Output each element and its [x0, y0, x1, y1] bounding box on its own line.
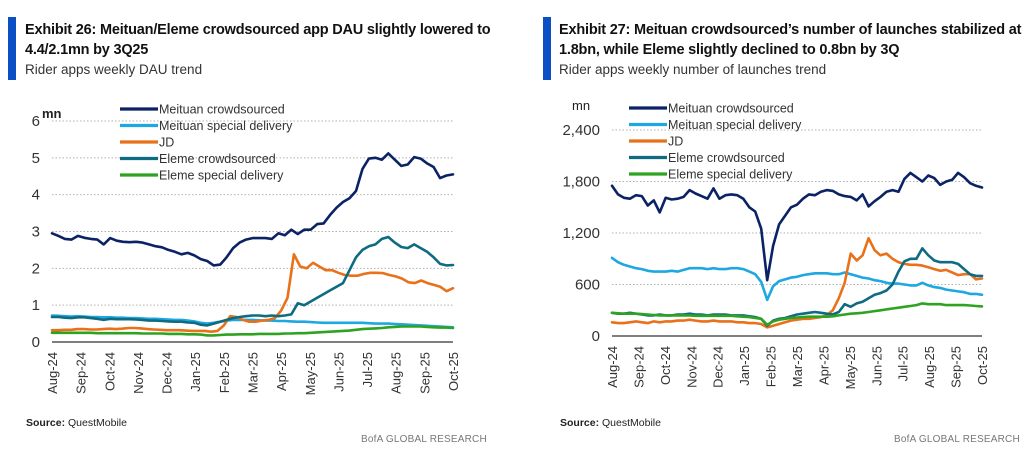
source-value: QuestMobile [602, 417, 661, 429]
x-tick-label: Jun-25 [869, 346, 884, 386]
title-line-2: 1.8bn, while Eleme slightly declined to … [559, 42, 900, 58]
x-tick-label: May-25 [303, 352, 318, 395]
dau-line-chart: 0 1 2 3 4 5 6 mn Aug-24 Sep-24 Oct-24 Nov-24 Dec-24 J… [32, 103, 461, 396]
title-line-2: 4.4/2.1mn by 3Q25 [25, 42, 149, 58]
y-tick-label: 0 [592, 328, 600, 345]
x-tick-label: Sep-25 [417, 352, 432, 394]
series-line-meituan-crowdsourced [610, 171, 984, 282]
series-line-meituan-special [610, 256, 984, 302]
chart-legend: Meituan crowdsourced Meituan special deli… [120, 103, 293, 183]
x-tick-label: Nov-24 [684, 346, 699, 388]
y-tick-label: 5 [32, 150, 40, 167]
y-tick-label: 1,200 [562, 225, 600, 242]
brand-footer: BofA GLOBAL RESEARCH [361, 434, 487, 445]
exhibit-subtitle: Rider apps weekly number of launches tre… [559, 62, 827, 77]
x-tick-label: Feb-25 [217, 352, 232, 393]
y-tick-label: 2,400 [562, 122, 600, 139]
title-line-1: Exhibit 27: Meituan crowdsourced’s numbe… [559, 22, 1022, 38]
brand-footer: BofA GLOBAL RESEARCH [894, 434, 1020, 445]
x-tick-label: Sep-24 [74, 352, 89, 394]
legend-label: Meituan crowdsourced [668, 102, 794, 116]
source-value: QuestMobile [68, 417, 127, 429]
source-label: Source: [560, 417, 600, 429]
x-tick-label: Jan-25 [737, 346, 752, 386]
x-tick-label: Dec-24 [160, 352, 175, 394]
y-tick-label: 4 [32, 187, 40, 204]
exhibit-subtitle: Rider apps weekly DAU trend [25, 62, 203, 77]
title-line-1: Exhibit 26: Meituan/Eleme crowdsourced a… [25, 22, 491, 38]
legend-label: Eleme special delivery [668, 168, 793, 182]
x-tick-label: May-25 [843, 346, 858, 389]
exhibit-title: Exhibit 26: Meituan/Eleme crowdsourced a… [25, 20, 491, 60]
x-tick-label: Oct-25 [975, 346, 990, 385]
x-tick-label: Aug-24 [605, 346, 620, 388]
y-tick-label: 6 [32, 113, 40, 130]
legend-label: JD [668, 135, 683, 149]
legend-label: Eleme crowdsourced [668, 151, 785, 165]
x-tick-label: Jul-25 [896, 346, 911, 381]
chart-legend: Meituan crowdsourced Meituan special deli… [629, 102, 802, 182]
title-accent-bar [8, 17, 16, 80]
x-tick-label: Jun-25 [331, 352, 346, 392]
y-axis-unit-label: mn [42, 106, 62, 121]
x-tick-label: Jan-25 [188, 352, 203, 392]
series-line-eleme-special [50, 325, 455, 337]
series-line-eleme-crowdsourced [50, 235, 455, 327]
series-line-jd [50, 253, 455, 334]
y-tick-label: 3 [32, 224, 40, 241]
source-label: Source: [26, 417, 66, 429]
x-tick-label: Dec-24 [711, 346, 726, 388]
series-line-meituan-special [50, 314, 455, 329]
x-tick-label: Mar-25 [246, 352, 261, 393]
x-tick-label: Jul-25 [360, 352, 375, 387]
legend-label: Eleme special delivery [159, 169, 284, 183]
x-tick-label: Oct-24 [102, 352, 117, 391]
y-tick-label: 2 [32, 260, 40, 277]
x-tick-label: Mar-25 [790, 346, 805, 387]
x-tick-label: Aug-25 [922, 346, 937, 388]
source-note: Source: QuestMobile [560, 417, 661, 429]
series-line-eleme-special [610, 302, 984, 327]
x-tick-label: Apr-25 [274, 352, 289, 391]
legend-label: Meituan special delivery [159, 119, 293, 133]
y-tick-label: 1 [32, 297, 40, 314]
y-axis-unit-label: mn [572, 98, 590, 113]
x-tick-label: Oct-24 [658, 346, 673, 385]
series-line-meituan-crowdsourced [50, 152, 455, 267]
exhibit-27: Exhibit 27: Meituan crowdsourced’s numbe… [512, 0, 1024, 463]
legend-label: Eleme crowdsourced [159, 152, 276, 166]
x-tick-label: Apr-25 [816, 346, 831, 385]
legend-label: Meituan crowdsourced [159, 103, 285, 117]
series-line-jd [610, 236, 984, 329]
legend-label: Meituan special delivery [668, 118, 802, 132]
y-tick-label: 1,800 [562, 174, 600, 191]
source-note: Source: QuestMobile [26, 417, 127, 429]
exhibit-title: Exhibit 27: Meituan crowdsourced’s numbe… [559, 20, 1021, 60]
legend-label: JD [159, 136, 174, 150]
launches-line-chart: 0 600 1,200 1,800 2,400 mn Aug-24 Sep-24 Oct-24 N… [562, 98, 990, 389]
title-accent-bar [543, 17, 551, 80]
x-tick-label: Sep-25 [949, 346, 964, 388]
y-tick-label: 0 [32, 334, 40, 351]
x-tick-label: Aug-24 [45, 352, 60, 394]
x-tick-label: Aug-25 [389, 352, 404, 394]
x-tick-label: Feb-25 [764, 346, 779, 387]
x-tick-label: Nov-24 [131, 352, 146, 394]
x-tick-label: Sep-24 [631, 346, 646, 388]
exhibit-26: Exhibit 26: Meituan/Eleme crowdsourced a… [8, 17, 491, 445]
y-tick-label: 600 [575, 277, 600, 294]
x-tick-label: Oct-25 [446, 352, 461, 391]
